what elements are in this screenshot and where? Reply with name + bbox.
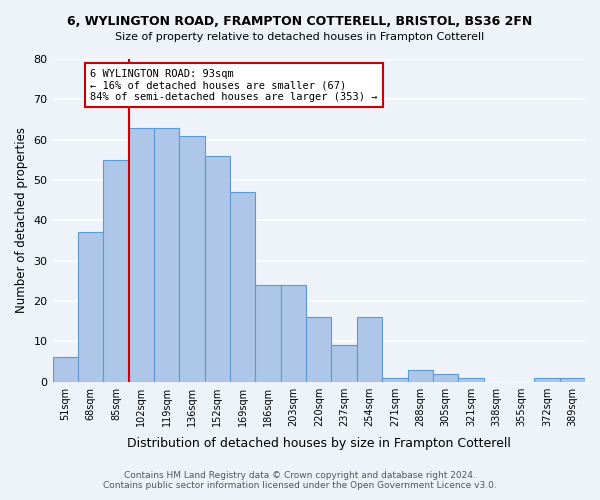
Bar — [256, 285, 281, 382]
Bar — [306, 317, 331, 382]
Bar — [281, 285, 306, 382]
Bar — [205, 156, 230, 382]
X-axis label: Distribution of detached houses by size in Frampton Cotterell: Distribution of detached houses by size … — [127, 437, 511, 450]
Y-axis label: Number of detached properties: Number of detached properties — [15, 128, 28, 314]
Bar — [560, 378, 585, 382]
Bar — [433, 374, 458, 382]
Bar — [407, 370, 433, 382]
Bar — [154, 128, 179, 382]
Text: Size of property relative to detached houses in Frampton Cotterell: Size of property relative to detached ho… — [115, 32, 485, 42]
Bar — [78, 232, 103, 382]
Bar — [458, 378, 484, 382]
Bar — [128, 128, 154, 382]
Text: 6 WYLINGTON ROAD: 93sqm
← 16% of detached houses are smaller (67)
84% of semi-de: 6 WYLINGTON ROAD: 93sqm ← 16% of detache… — [90, 68, 377, 102]
Text: 6, WYLINGTON ROAD, FRAMPTON COTTERELL, BRISTOL, BS36 2FN: 6, WYLINGTON ROAD, FRAMPTON COTTERELL, B… — [67, 15, 533, 28]
Bar — [382, 378, 407, 382]
Bar — [179, 136, 205, 382]
Bar — [534, 378, 560, 382]
Text: Contains HM Land Registry data © Crown copyright and database right 2024.
Contai: Contains HM Land Registry data © Crown c… — [103, 470, 497, 490]
Bar — [103, 160, 128, 382]
Bar — [53, 358, 78, 382]
Bar — [357, 317, 382, 382]
Bar — [230, 192, 256, 382]
Bar — [331, 346, 357, 382]
